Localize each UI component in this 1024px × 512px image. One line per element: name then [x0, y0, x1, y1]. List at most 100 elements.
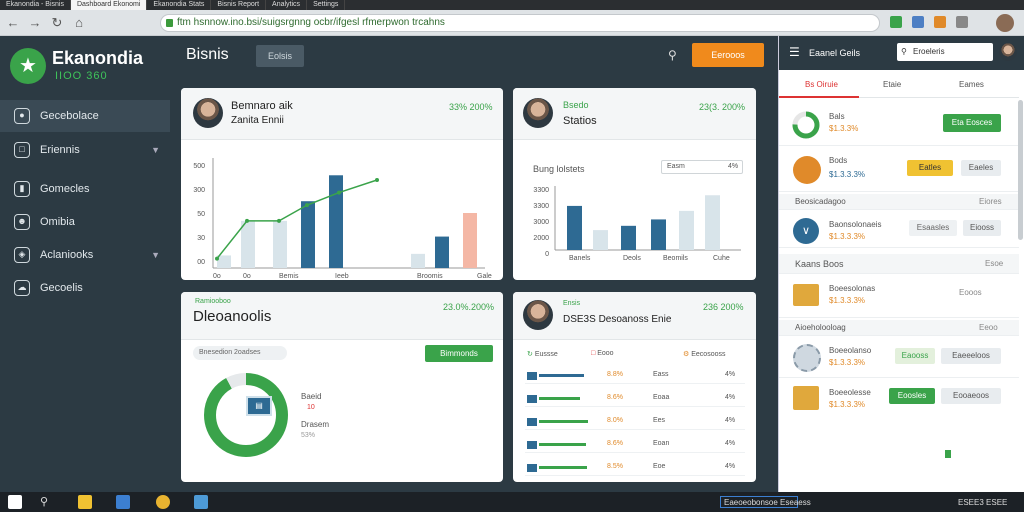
users-icon: ☻ [14, 214, 30, 230]
tab-1[interactable]: Bs Oiruie [805, 80, 838, 89]
x-tick-label: Gale [477, 273, 492, 280]
bar [301, 201, 315, 268]
avatar [193, 98, 223, 128]
row-tag: Eass [653, 371, 669, 378]
row-link[interactable]: Eooos [959, 288, 982, 297]
browser-chrome: Ekanondia - Bisnis Dashboard Ekonomi Eka… [0, 0, 1024, 36]
page-indicator [945, 450, 951, 458]
extension-icon[interactable] [912, 16, 924, 28]
progress-row: 8.8% Eass 4% [525, 370, 745, 384]
profile-avatar[interactable] [996, 14, 1014, 32]
reload-icon[interactable]: ↻ [51, 15, 63, 30]
row-value: 4% [725, 463, 736, 470]
back-icon[interactable]: ← [6, 15, 20, 30]
grid-icon[interactable]: ☰ [789, 45, 800, 59]
row-button-1[interactable]: Esaasles [909, 220, 957, 236]
tray-box[interactable] [720, 496, 798, 508]
sidebar-item-4[interactable]: ☻ Omibia [0, 206, 170, 238]
row-action-button[interactable]: Eta Eosces [943, 114, 1001, 132]
section-link[interactable]: Eiores [979, 197, 1002, 206]
y-tick-label: 00 [197, 259, 205, 266]
folder-icon[interactable] [78, 495, 92, 509]
card-title: Bsedo [563, 100, 589, 110]
bar [273, 220, 287, 268]
card-donut: Ramiooboo Dleoanoolis 23.0%.200% Bnesedi… [181, 292, 503, 482]
row-button-1[interactable]: Eoosles [889, 388, 935, 404]
search-input[interactable]: Bnesedion 2oadses [193, 346, 287, 360]
bar [329, 175, 343, 268]
y-tick-label: 3000 [533, 219, 549, 226]
app-icon[interactable] [194, 495, 208, 509]
url-bar[interactable]: ftm hsnnow.ino.bsi/suigsrgnng ocbr/ifges… [160, 14, 880, 32]
row-percent: 8.5% [607, 463, 623, 470]
progress-bar [539, 466, 587, 469]
progress-bar [539, 397, 580, 400]
row-value: $1.3.3% [829, 124, 859, 133]
tab-2[interactable]: Etaie [883, 80, 902, 89]
avatar [523, 300, 553, 330]
windows-start-icon[interactable] [8, 495, 22, 509]
y-tick-label: 500 [193, 163, 205, 170]
tab-3[interactable]: Eames [959, 80, 984, 89]
card-title: Dleoanoolis [193, 308, 272, 325]
row-button-2[interactable]: Eooaeoos [941, 388, 1001, 404]
search-icon[interactable]: ⚲ [668, 48, 677, 62]
row-square-icon [527, 395, 537, 403]
browser-tab-active[interactable]: Dashboard Ekonomi [70, 0, 148, 10]
legend-value-2: 53% [301, 432, 316, 439]
extension-icon[interactable] [934, 16, 946, 28]
scrollbar[interactable] [1018, 100, 1023, 240]
home-icon[interactable]: ⌂ [75, 15, 83, 30]
row-button-1[interactable]: Eatles [907, 160, 953, 176]
x-tick-label: Bemis [279, 273, 299, 280]
sidebar-item-3[interactable]: ▮ Gomecles [0, 173, 170, 205]
row-tag: Eoaa [653, 394, 670, 401]
avatar[interactable] [999, 43, 1017, 61]
url-text: ftm hsnnow.ino.bsi/suigsrgnng ocbr/ifges… [177, 17, 445, 28]
ring-icon [792, 111, 820, 139]
browser-tab[interactable]: Bisnis Report [211, 0, 267, 10]
card-percent: 23(3. 200% [699, 102, 746, 112]
sidebar-item-2[interactable]: □ Eriennis ▼ [0, 134, 170, 166]
header-button[interactable]: Eolsis [256, 45, 304, 67]
extension-icon[interactable] [890, 16, 902, 28]
row-percent: 8.6% [607, 394, 623, 401]
browser-tab[interactable]: Settings [307, 0, 346, 10]
section-link[interactable]: Esoe [985, 259, 1004, 268]
sidebar-item-1[interactable]: ● Gecebolace [0, 100, 170, 132]
browser-tab[interactable]: Analytics [266, 0, 308, 10]
row-value: $1.3.3.3% [829, 296, 866, 305]
row-button-1[interactable]: Eaooss [895, 348, 935, 364]
line-point [245, 218, 249, 223]
sidebar-item-5[interactable]: ◈ Aclaniooks ▼ [0, 239, 170, 271]
line-point [375, 178, 379, 182]
filter-input[interactable]: Easm 4% [661, 160, 743, 174]
row-button-2[interactable]: Eiooss [963, 220, 1001, 236]
section-header: Kaans Boos Esoe [779, 254, 1019, 274]
browser-tab[interactable]: Ekanondia - Bisnis [0, 0, 71, 10]
y-tick-label: 50 [197, 211, 205, 218]
card-percent: 23.0%.200% [443, 302, 495, 312]
section-link[interactable]: Eeoo [979, 323, 998, 332]
brand-name: Ekanondia [52, 48, 144, 68]
panel-row: Boeeolesse $1.3.3.3% Eoosles Eooaeoos [779, 380, 1019, 420]
row-name: Bods [829, 156, 848, 165]
sidebar-item-6[interactable]: ☁ Gecoelis [0, 272, 170, 304]
row-button-2[interactable]: Eaeles [961, 160, 1001, 176]
row-button-2[interactable]: Eaeeeloos [941, 348, 1001, 364]
sidebar: ★ Ekanondia IIOO 360 ● Gecebolace □ Erie… [0, 36, 170, 492]
edge-icon[interactable] [116, 495, 130, 509]
chrome-icon[interactable] [156, 495, 170, 509]
header-cta-button[interactable]: Eerooos [692, 43, 764, 67]
panel-search-input[interactable]: ⚲ Eroeleris [897, 43, 993, 61]
forward-icon[interactable]: → [28, 15, 42, 30]
search-icon[interactable]: ⚲ [40, 496, 49, 508]
chart-label: Bung lolstets [533, 164, 585, 174]
card-header: Bsedo Statios 23(3. 200% [513, 88, 756, 140]
menu-icon[interactable] [956, 16, 968, 28]
action-button[interactable]: Bimmonds [425, 345, 493, 362]
donut-center-badge: ▤ [246, 396, 272, 416]
browser-tab[interactable]: Ekanondia Stats [147, 0, 212, 10]
panel-row: Boeeolanso $1.3.3.3% Eaooss Eaeeeloos [779, 338, 1019, 378]
row-value: $1.3.3.3% [829, 358, 866, 367]
